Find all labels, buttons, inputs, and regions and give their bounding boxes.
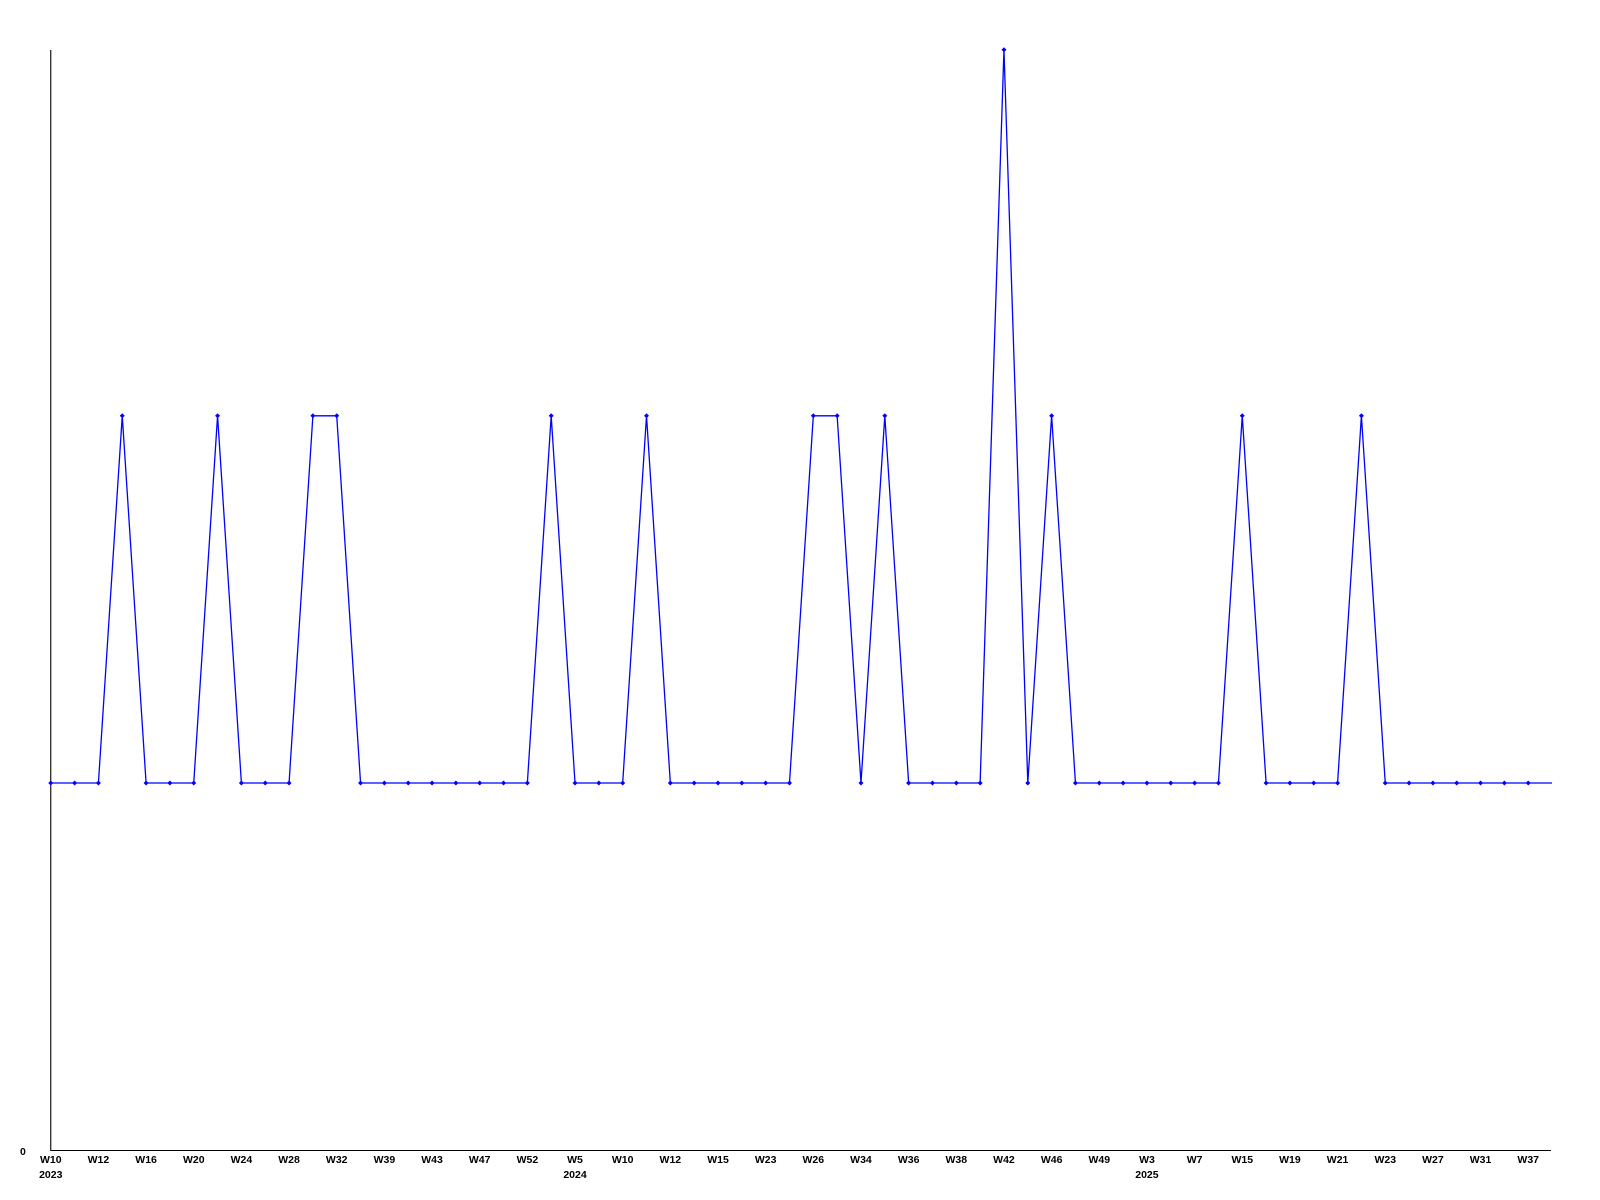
svg-text:0: 0 bbox=[20, 1146, 26, 1158]
svg-text:W46: W46 bbox=[1041, 1154, 1063, 1166]
svg-text:2024: 2024 bbox=[563, 1169, 587, 1181]
svg-text:2025: 2025 bbox=[1135, 1169, 1159, 1181]
svg-text:W34: W34 bbox=[850, 1154, 872, 1166]
svg-text:W10: W10 bbox=[612, 1154, 634, 1166]
svg-text:W37: W37 bbox=[1517, 1154, 1539, 1166]
svg-text:W3: W3 bbox=[1139, 1154, 1155, 1166]
svg-text:W32: W32 bbox=[326, 1154, 348, 1166]
svg-text:W26: W26 bbox=[803, 1154, 825, 1166]
svg-text:W12: W12 bbox=[660, 1154, 682, 1166]
svg-text:W20: W20 bbox=[183, 1154, 205, 1166]
svg-text:W19: W19 bbox=[1279, 1154, 1301, 1166]
svg-text:W15: W15 bbox=[1231, 1154, 1253, 1166]
svg-text:W16: W16 bbox=[135, 1154, 157, 1166]
svg-text:W7: W7 bbox=[1187, 1154, 1203, 1166]
svg-text:W10: W10 bbox=[40, 1154, 62, 1166]
svg-text:W49: W49 bbox=[1088, 1154, 1110, 1166]
svg-text:W15: W15 bbox=[707, 1154, 729, 1166]
svg-text:W24: W24 bbox=[231, 1154, 253, 1166]
svg-text:2023: 2023 bbox=[39, 1169, 63, 1181]
svg-text:W21: W21 bbox=[1327, 1154, 1349, 1166]
svg-text:W36: W36 bbox=[898, 1154, 920, 1166]
svg-text:W47: W47 bbox=[469, 1154, 491, 1166]
svg-text:W5: W5 bbox=[567, 1154, 583, 1166]
svg-text:W23: W23 bbox=[755, 1154, 777, 1166]
svg-text:W52: W52 bbox=[517, 1154, 539, 1166]
svg-text:W12: W12 bbox=[88, 1154, 110, 1166]
svg-text:W43: W43 bbox=[421, 1154, 443, 1166]
svg-text:W31: W31 bbox=[1470, 1154, 1492, 1166]
svg-text:W38: W38 bbox=[946, 1154, 968, 1166]
svg-text:W23: W23 bbox=[1374, 1154, 1396, 1166]
svg-text:W42: W42 bbox=[993, 1154, 1015, 1166]
svg-text:W28: W28 bbox=[278, 1154, 300, 1166]
svg-text:W39: W39 bbox=[374, 1154, 396, 1166]
svg-text:W27: W27 bbox=[1422, 1154, 1444, 1166]
